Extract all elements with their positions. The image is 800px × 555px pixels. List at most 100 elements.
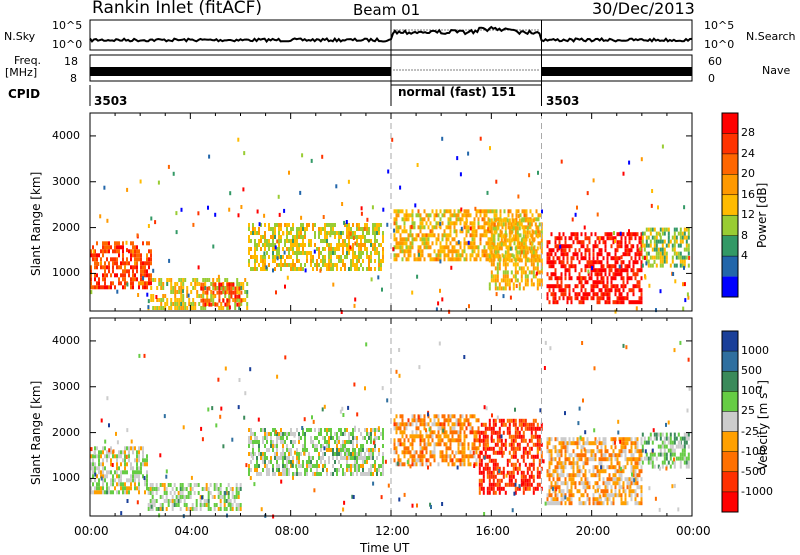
vel-cell (509, 471, 511, 475)
vel-cell (424, 418, 426, 422)
power-cell (412, 241, 414, 245)
power-cell (286, 231, 288, 235)
vel-cell (605, 497, 607, 501)
power-cell (495, 218, 497, 222)
vel-cell (266, 472, 268, 476)
vel-cell (613, 497, 615, 501)
power-cell (278, 247, 280, 251)
vel-cell (609, 477, 611, 481)
power-cell (430, 253, 432, 257)
power-cell (603, 292, 605, 296)
power-cell (294, 251, 296, 255)
vel-cell (644, 441, 646, 445)
vel-cell (438, 438, 440, 442)
vel-cell (515, 431, 517, 435)
vel-cell (499, 487, 501, 491)
power-cell (416, 233, 418, 237)
vel-cell (326, 448, 328, 452)
vel-cell (94, 466, 96, 470)
power-cell (509, 230, 511, 234)
power-cell (531, 278, 533, 282)
vel-cell (523, 423, 525, 427)
vel-cell (92, 474, 94, 478)
power-cell (94, 257, 96, 261)
power-cell (150, 298, 152, 302)
power-cell (639, 280, 641, 284)
power-cell (442, 233, 444, 237)
vel-cell (450, 430, 452, 434)
power-cell (493, 226, 495, 230)
vel-cell (557, 493, 559, 497)
vel-cell (440, 438, 442, 442)
vel-cell (126, 470, 128, 474)
power-cell (332, 227, 334, 231)
vel-cell (360, 448, 362, 452)
power-cell (491, 274, 493, 278)
power-cell (158, 306, 160, 310)
vel-cell (118, 490, 120, 494)
vel-cell (322, 436, 324, 440)
power-cell (198, 302, 200, 306)
power-cell (631, 236, 633, 240)
vel-scatter-cell (617, 420, 619, 424)
power-cell (644, 232, 646, 236)
vel-cell (597, 469, 599, 473)
vel-cell (599, 501, 601, 505)
power-cell (272, 227, 274, 231)
power-cell (589, 240, 591, 244)
power-cell (547, 284, 549, 288)
power-cell (654, 240, 656, 244)
vel-cell (561, 445, 563, 449)
vel-cell (182, 491, 184, 495)
vel-cell (611, 445, 613, 449)
vel-cell (637, 473, 639, 477)
power-cell (537, 226, 539, 230)
power-cell (493, 258, 495, 262)
power-cell (682, 260, 684, 264)
vel-cell (642, 445, 644, 449)
vel-cell (348, 440, 350, 444)
vel-cell (324, 452, 326, 456)
power-cell (236, 286, 238, 290)
vel-cell (627, 457, 629, 461)
vel-cell (436, 434, 438, 438)
vel-cell (509, 443, 511, 447)
power-cell (238, 282, 240, 286)
power-cell (360, 243, 362, 247)
power-cell (557, 284, 559, 288)
vel-cell (338, 452, 340, 456)
vel-cell (662, 465, 664, 469)
power-cell (162, 286, 164, 290)
power-cell (446, 209, 448, 213)
power-cell (464, 225, 466, 229)
vel-cell (485, 439, 487, 443)
vel-cell (629, 493, 631, 497)
power-cell (404, 213, 406, 217)
power-cell (374, 223, 376, 227)
vel-cell (470, 454, 472, 458)
power-cell (210, 290, 212, 294)
vel-cell (116, 470, 118, 474)
power-cell (346, 255, 348, 259)
vel-cell (150, 491, 152, 495)
power-scatter-cell (439, 259, 441, 263)
power-cell (464, 249, 466, 253)
power-cell (308, 223, 310, 227)
vel-cell (569, 437, 571, 441)
vel-cell (603, 457, 605, 461)
power-cell (619, 296, 621, 300)
vel-cell (348, 432, 350, 436)
power-cell (491, 278, 493, 282)
vel-cell (150, 483, 152, 487)
power-scatter-cell (441, 297, 443, 301)
vel-cell (499, 491, 501, 495)
vel-cell (615, 493, 617, 497)
power-cell (639, 288, 641, 292)
power-scatter-cell (240, 205, 242, 209)
vel-cell (491, 459, 493, 463)
power-cell (240, 299, 242, 303)
vel-cell (180, 495, 182, 499)
power-cell (454, 209, 456, 213)
power-cell (326, 239, 328, 243)
power-cell (549, 256, 551, 260)
